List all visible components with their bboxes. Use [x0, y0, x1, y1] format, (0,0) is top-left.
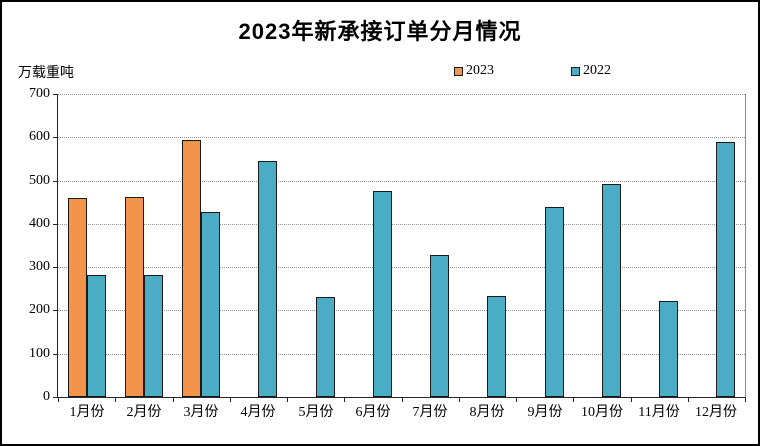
chart-canvas: 2023年新承接订单分月情况 万载重吨 20232022 01002003004…	[0, 0, 760, 446]
gridline-300	[58, 267, 745, 268]
y-axis-label-300: 300	[6, 258, 50, 276]
bar-2022-12月份	[716, 142, 735, 397]
x-axis-label-4月份: 4月份	[226, 405, 290, 421]
gridline-700	[58, 94, 745, 95]
x-axis-label-9月份: 9月份	[513, 405, 577, 421]
bar-2022-10月份	[602, 184, 621, 397]
bar-2022-8月份	[487, 296, 506, 397]
x-axis-tick-2	[173, 398, 174, 402]
x-axis-label-6月份: 6月份	[341, 405, 405, 421]
x-axis-tick-10	[631, 398, 632, 402]
legend-swatch-2022	[571, 67, 580, 76]
bar-2022-11月份	[659, 301, 678, 397]
y-axis-label-400: 400	[6, 215, 50, 233]
legend-swatch-2023	[454, 67, 463, 76]
plot-area: 01002003004005006007001月份2月份3月份4月份5月份6月份…	[57, 94, 746, 398]
y-axis-tick-600	[53, 137, 58, 138]
y-axis-label-200: 200	[6, 301, 50, 319]
legend-item-2022: 2022	[571, 64, 611, 78]
y-axis-tick-700	[53, 94, 58, 95]
bar-2022-3月份	[201, 212, 220, 397]
x-axis-tick-5	[344, 398, 345, 402]
bar-2023-1月份	[68, 198, 87, 397]
x-axis-tick-4	[287, 398, 288, 402]
legend-label-2023: 2023	[466, 64, 494, 78]
x-axis-tick-7	[459, 398, 460, 402]
bar-2022-9月份	[545, 207, 564, 397]
y-axis-label-700: 700	[6, 85, 50, 103]
bar-2022-4月份	[258, 161, 277, 397]
x-axis-tick-8	[516, 398, 517, 402]
x-axis-tick-9	[573, 398, 574, 402]
x-axis-label-5月份: 5月份	[284, 405, 348, 421]
bar-2023-3月份	[182, 140, 201, 397]
x-axis-tick-3	[230, 398, 231, 402]
x-axis-tick-12	[745, 398, 746, 402]
y-axis-label-0: 0	[6, 388, 50, 406]
legend-item-2023: 2023	[454, 64, 494, 78]
y-axis-tick-300	[53, 267, 58, 268]
y-axis-tick-400	[53, 224, 58, 225]
legend-label-2022: 2022	[583, 64, 611, 78]
y-axis-tick-500	[53, 181, 58, 182]
gridline-400	[58, 224, 745, 225]
bar-2023-2月份	[125, 197, 144, 397]
y-axis-unit-label: 万载重吨	[18, 62, 74, 82]
x-axis-label-11月份: 11月份	[627, 405, 691, 421]
bar-2022-6月份	[373, 191, 392, 397]
gridline-600	[58, 137, 745, 138]
x-axis-label-8月份: 8月份	[455, 405, 519, 421]
legend: 2023 2022	[454, 64, 611, 78]
bar-2022-2月份	[144, 275, 163, 397]
bar-2022-5月份	[316, 297, 335, 397]
y-axis-label-100: 100	[6, 345, 50, 363]
bar-2022-7月份	[430, 255, 449, 397]
y-axis-tick-100	[53, 354, 58, 355]
x-axis-tick-11	[688, 398, 689, 402]
y-axis-label-600: 600	[6, 128, 50, 146]
y-axis-tick-200	[53, 310, 58, 311]
x-axis-label-12月份: 12月份	[684, 405, 748, 421]
x-axis-label-2月份: 2月份	[112, 405, 176, 421]
x-axis-tick-0	[58, 398, 59, 402]
y-axis-label-500: 500	[6, 172, 50, 190]
x-axis-label-3月份: 3月份	[169, 405, 233, 421]
x-axis-label-7月份: 7月份	[398, 405, 462, 421]
x-axis-label-1月份: 1月份	[55, 405, 119, 421]
x-axis-tick-1	[115, 398, 116, 402]
x-axis-label-10月份: 10月份	[570, 405, 634, 421]
chart-title: 2023年新承接订单分月情况	[2, 14, 758, 46]
x-axis-tick-6	[402, 398, 403, 402]
gridline-500	[58, 181, 745, 182]
bar-2022-1月份	[87, 275, 106, 397]
